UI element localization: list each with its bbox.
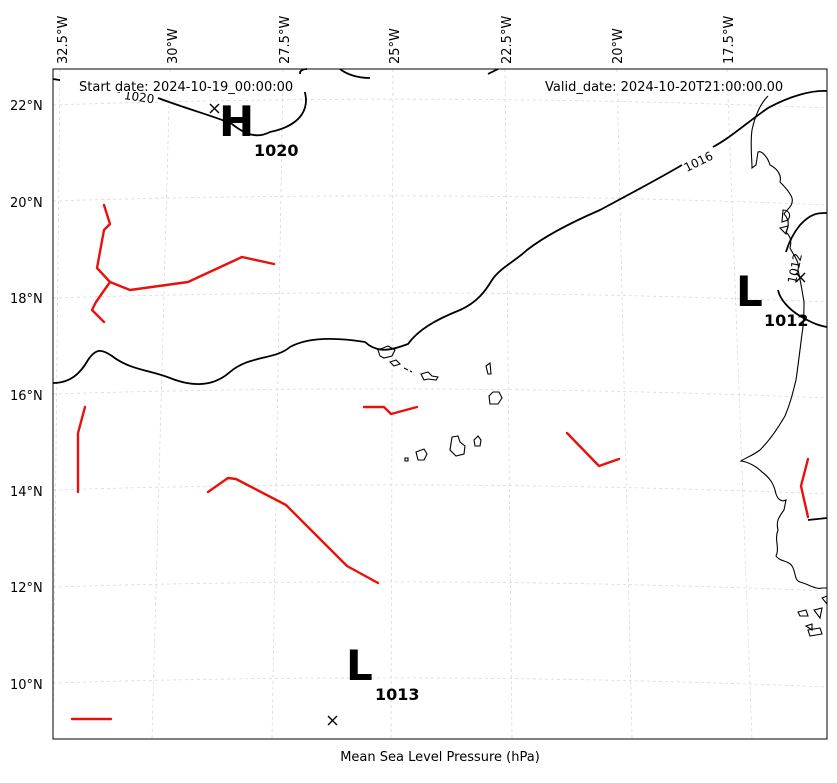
start-date-label: Start date: 2024-10-19_00:00:00 — [79, 80, 293, 95]
front-line — [90, 203, 112, 324]
lat-label: 10°N — [10, 678, 43, 693]
front-line — [76, 405, 87, 494]
pressure-centers: H 1020 L 1012 L 1013 — [219, 97, 809, 704]
isobars — [52, 68, 828, 521]
low-center-label: L — [736, 267, 763, 316]
isobar-1016 — [52, 90, 828, 385]
lat-label: 12°N — [10, 581, 43, 596]
lat-label: 22°N — [10, 99, 43, 114]
high-center-label: H — [219, 97, 254, 146]
longitude-labels: 32.5°W 30°W 27.5°W 25°W 22.5°W 20°W 17.5… — [56, 16, 737, 64]
graticule — [52, 68, 828, 740]
front-line — [108, 255, 276, 292]
lon-label: 17.5°W — [722, 16, 737, 64]
low-center-value: 1013 — [375, 685, 420, 704]
lat-label: 20°N — [10, 196, 43, 211]
center-x-marker — [327, 715, 338, 726]
start-date-bg — [60, 74, 320, 92]
isobar-label: 1012 — [785, 252, 805, 285]
lat-label: 14°N — [10, 485, 43, 500]
center-x-marker — [795, 272, 806, 283]
valid-date-label: Valid_date: 2024-10-20T21:00:00.00 — [545, 80, 783, 95]
isobar-1012 — [777, 212, 828, 328]
latitude-labels: 22°N 20°N 18°N 16°N 14°N 12°N 10°N — [10, 99, 43, 693]
valid-date-bg — [538, 74, 808, 92]
low-center-label: L — [346, 641, 373, 690]
coastlines — [377, 95, 828, 637]
front-line — [799, 457, 810, 519]
lon-label: 27.5°W — [278, 16, 293, 64]
isobar-1012-south — [807, 517, 828, 521]
lon-label: 25°W — [388, 28, 403, 64]
lon-label: 30°W — [166, 28, 181, 64]
lon-label: 32.5°W — [56, 16, 71, 64]
fronts — [70, 203, 810, 721]
lat-label: 18°N — [10, 292, 43, 307]
lon-label: 20°W — [611, 28, 626, 64]
map-caption: Mean Sea Level Pressure (hPa) — [340, 750, 540, 765]
center-markers — [209, 103, 806, 726]
high-center-value: 1020 — [254, 141, 299, 160]
front-line — [206, 476, 380, 585]
center-x-marker — [209, 103, 220, 114]
lon-label: 22.5°W — [500, 16, 515, 64]
lat-label: 16°N — [10, 389, 43, 404]
front-line — [362, 405, 419, 416]
low-center-value: 1012 — [764, 311, 809, 330]
isobar-label: 1020 — [123, 88, 155, 106]
front-line — [565, 431, 621, 468]
map-frame — [52, 68, 828, 740]
isobar-label: 1016 — [682, 149, 716, 175]
